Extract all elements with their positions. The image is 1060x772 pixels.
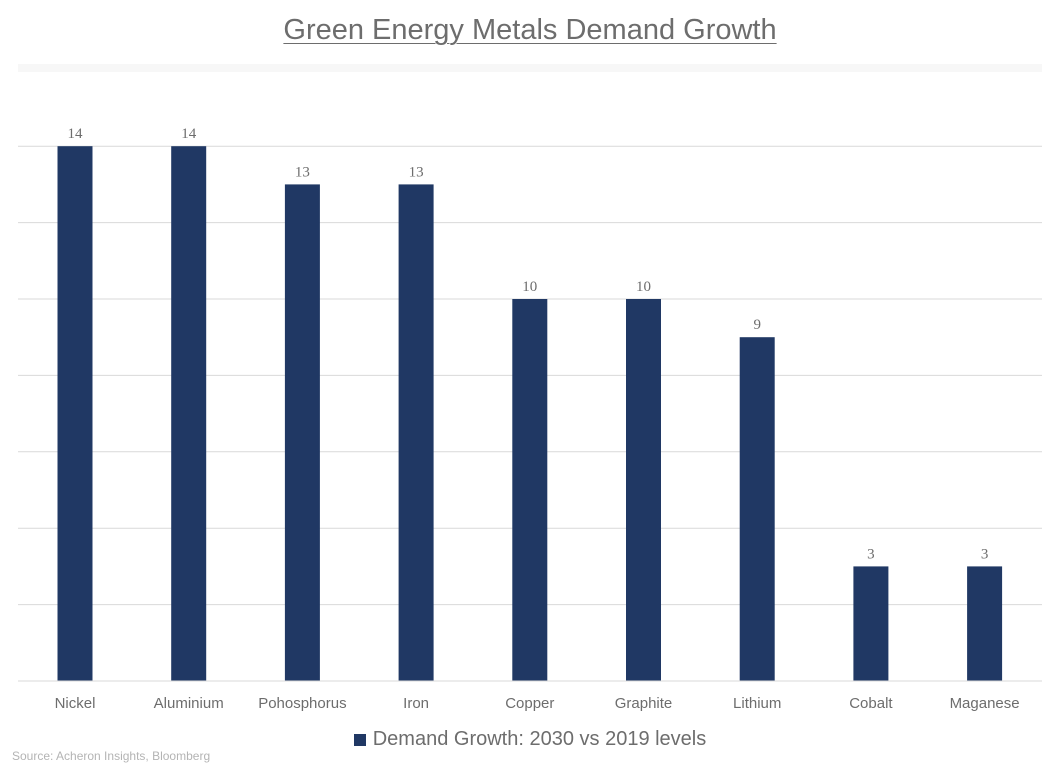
x-tick-label: Lithium <box>733 695 781 712</box>
bar <box>171 146 207 681</box>
x-tick-label: Maganese <box>950 695 1020 712</box>
bar <box>512 299 548 681</box>
x-tick-label: Iron <box>403 695 429 712</box>
x-tick-label: Pohosphorus <box>258 695 346 712</box>
data-label: 14 <box>181 126 197 142</box>
bar <box>967 566 1003 681</box>
data-label: 3 <box>867 546 875 562</box>
x-tick-label: Copper <box>505 695 554 712</box>
data-label: 10 <box>636 279 651 295</box>
chart-title: Green Energy Metals Demand Growth <box>283 14 777 46</box>
bar <box>57 146 93 681</box>
legend-swatch <box>353 733 366 746</box>
x-tick-label: Aluminium <box>154 695 224 712</box>
x-tick-label: Nickel <box>55 695 96 712</box>
data-label: 10 <box>522 279 537 295</box>
title-band <box>18 64 1042 72</box>
data-label: 14 <box>68 126 84 142</box>
bar <box>284 184 320 681</box>
data-label: 13 <box>409 164 424 180</box>
bar <box>398 184 434 681</box>
data-label: 3 <box>981 546 989 562</box>
legend: Demand Growth: 2030 vs 2019 levels <box>0 728 1060 751</box>
x-tick-label: Graphite <box>615 695 673 712</box>
source-note: Source: Acheron Insights, Bloomberg <box>12 749 211 763</box>
x-tick-label: Cobalt <box>849 695 893 712</box>
bar <box>739 337 775 681</box>
data-label: 13 <box>295 164 310 180</box>
data-label: 9 <box>753 317 761 333</box>
bar <box>853 566 889 681</box>
bar <box>626 299 661 681</box>
legend-label: Demand Growth: 2030 vs 2019 levels <box>372 728 707 750</box>
